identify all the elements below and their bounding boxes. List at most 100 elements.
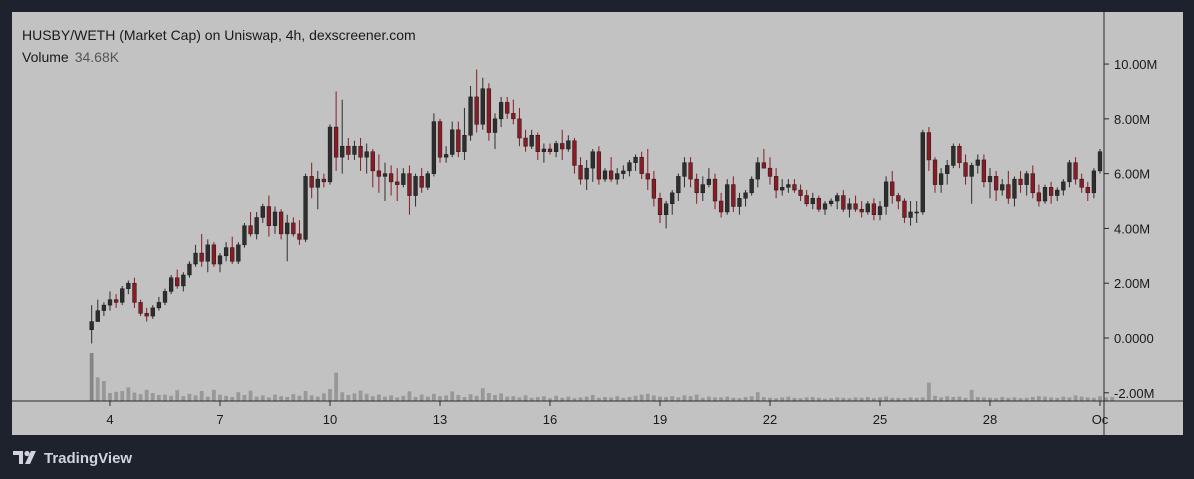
candle-up [743, 190, 748, 207]
volume-bar [193, 395, 198, 401]
candle-up [382, 162, 388, 202]
candle-body [896, 195, 901, 202]
candle-body [260, 206, 265, 218]
candle-down [523, 129, 528, 152]
candle-down [902, 198, 907, 223]
volume-bar [926, 382, 931, 401]
tradingview-wordmark: TradingView [44, 449, 133, 467]
candle-body [670, 192, 675, 205]
volume-bar [603, 397, 607, 401]
candle-down [291, 217, 296, 237]
candle-down [376, 154, 382, 193]
volume-bar [273, 394, 277, 401]
candle-body [828, 200, 834, 205]
volume-bar [737, 398, 742, 401]
volume-bar [126, 387, 131, 401]
volume-bar [138, 394, 143, 401]
volume-bar [395, 397, 400, 401]
candle-down [230, 236, 235, 265]
volume-bar [181, 396, 186, 401]
candle-body [987, 176, 993, 183]
candle-up [828, 198, 834, 207]
candle-up [168, 274, 174, 295]
volume-bar [920, 397, 925, 401]
candle-up [602, 168, 608, 182]
candle-body [877, 206, 883, 215]
candle-body [938, 173, 944, 185]
candle-up [749, 176, 754, 196]
volume-bar [89, 353, 94, 401]
volume-bar [1000, 397, 1005, 401]
candle-up [615, 168, 620, 185]
volume-bar [95, 377, 100, 401]
volume-bar [321, 393, 326, 401]
candle-down [321, 173, 327, 188]
candle-body [297, 233, 302, 240]
volume-bar [199, 391, 204, 401]
volume-bar [120, 391, 125, 401]
candle-down [474, 69, 479, 133]
volume-bar [1006, 397, 1011, 401]
candle-down [1018, 170, 1023, 193]
candle-up [1091, 168, 1097, 199]
candle-down [511, 99, 516, 125]
volume-bar [169, 395, 174, 401]
volume-bar [774, 398, 779, 401]
volume-bar [816, 397, 821, 401]
x-tick-label: 4 [106, 412, 113, 427]
candle-up [498, 96, 504, 128]
volume-label: Volume [22, 49, 69, 65]
candle-body [468, 96, 473, 136]
volume-bar [670, 396, 675, 401]
candle-body [168, 277, 174, 292]
candle-up [150, 305, 155, 319]
candle-layer [89, 69, 1103, 344]
candle-down [278, 209, 284, 240]
volume-bar [224, 395, 229, 401]
volume-bar [1012, 397, 1017, 401]
candle-up [541, 143, 547, 163]
volume-bar [1043, 396, 1047, 401]
volume-bar [254, 396, 259, 401]
candle-down [804, 190, 809, 207]
candle-down [957, 143, 962, 169]
tradingview-brand[interactable]: TradingView [12, 447, 132, 469]
candle-body [835, 195, 840, 202]
candle-up [725, 179, 730, 215]
candle-down [1079, 173, 1084, 193]
candle-body [773, 176, 779, 191]
candle-body [822, 203, 828, 210]
candle-body [144, 313, 149, 317]
volume-bar [1091, 397, 1096, 401]
candle-up [810, 192, 815, 210]
candle-down [859, 201, 864, 218]
volume-bar [633, 395, 638, 401]
volume-bar [248, 390, 253, 401]
candle-down [608, 157, 614, 182]
candle-up [700, 176, 705, 202]
volume-bar [621, 397, 626, 401]
volume-bar [266, 397, 271, 401]
volume-bar [511, 396, 516, 401]
candle-body [462, 135, 467, 152]
candle-body [951, 145, 956, 166]
volume-bar [896, 397, 901, 401]
volume-bar [841, 397, 846, 401]
candle-body [718, 200, 724, 213]
volume-bar [578, 397, 583, 401]
plot-background [12, 12, 1183, 435]
candle-down [657, 192, 663, 223]
candle-down [1085, 181, 1090, 202]
volume-bar [431, 393, 436, 401]
candle-down [932, 157, 938, 193]
candle-body [1061, 181, 1066, 191]
candle-body [1091, 170, 1097, 194]
candle-body [706, 178, 712, 185]
volume-bar [865, 397, 870, 401]
candle-body [480, 88, 485, 125]
volume-bar [517, 397, 522, 401]
candle-up [205, 239, 210, 273]
candle-up [413, 173, 418, 207]
candle-up [865, 201, 870, 215]
candle-body [248, 225, 253, 235]
